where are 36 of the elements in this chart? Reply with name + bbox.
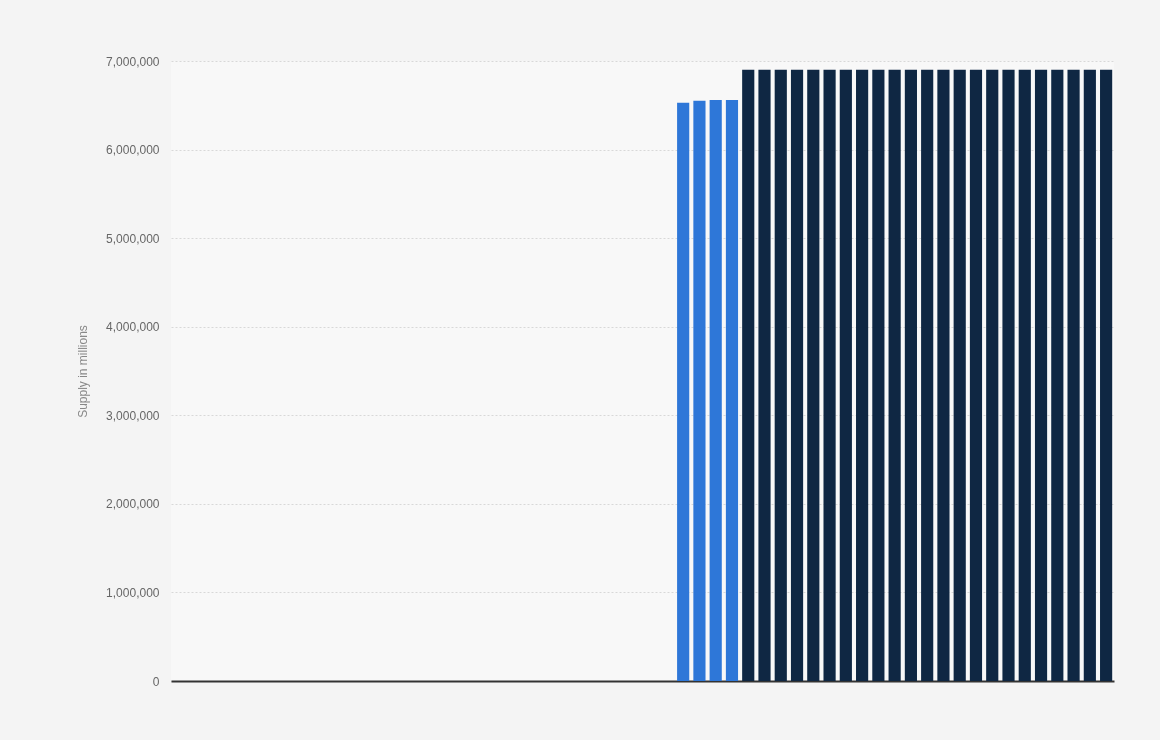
bar	[742, 69, 755, 681]
y-tick-label: 2,000,000	[106, 497, 160, 512]
bar	[904, 69, 917, 681]
y-tick-label: 1,000,000	[106, 585, 160, 600]
bar	[774, 69, 787, 681]
bar	[790, 69, 804, 681]
bar	[823, 69, 836, 681]
y-tick-label: 5,000,000	[106, 231, 160, 246]
y-tick-label: 0	[152, 674, 160, 689]
bar	[1034, 69, 1048, 681]
bar	[921, 69, 934, 681]
bar	[1100, 69, 1113, 681]
bar	[693, 100, 706, 681]
y-tick-label: 6,000,000	[106, 143, 160, 158]
bar	[1051, 69, 1064, 681]
bar	[856, 69, 869, 681]
bar	[872, 69, 885, 681]
bar	[937, 69, 950, 681]
bar	[839, 69, 852, 681]
bar	[1083, 69, 1096, 681]
bar	[725, 99, 739, 681]
bar	[677, 102, 690, 681]
bar	[986, 69, 999, 681]
bar	[1002, 69, 1015, 681]
bar	[969, 69, 983, 681]
bar	[953, 69, 966, 681]
y-tick-label: 4,000,000	[106, 320, 160, 335]
y-axis-title: Supply in millions	[76, 325, 91, 418]
bar	[758, 69, 771, 681]
bar	[1067, 69, 1080, 681]
bar	[709, 99, 722, 681]
bar	[807, 69, 820, 681]
y-tick-label: 7,000,000	[106, 54, 160, 69]
bar	[1018, 69, 1031, 681]
bar	[888, 69, 901, 681]
y-tick-label: 3,000,000	[106, 408, 160, 423]
